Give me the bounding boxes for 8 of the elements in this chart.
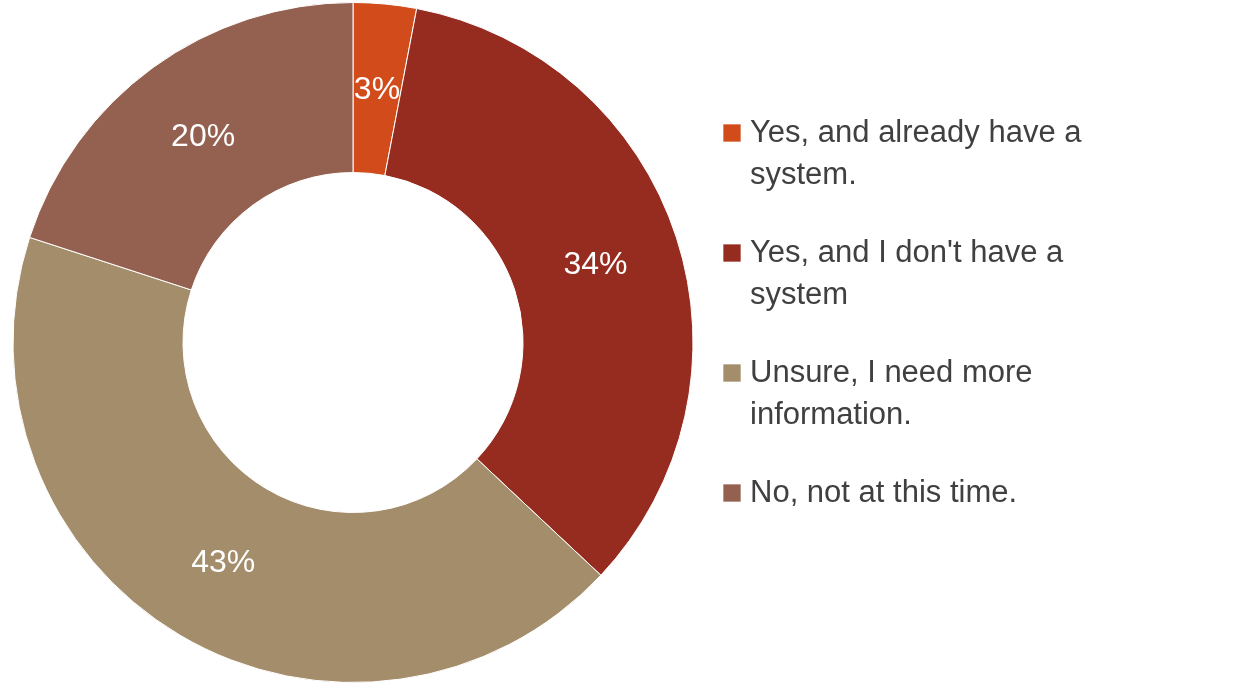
legend-label: No, not at this time. (750, 474, 1018, 509)
legend-label: Yes, and I don't have a system (750, 234, 1065, 311)
data-label: 43% (191, 542, 256, 579)
legend-label: Yes, and already have a system. (750, 114, 1083, 191)
legend-label: Unsure, I need more information. (750, 354, 1033, 431)
data-label: 20% (171, 117, 236, 154)
data-label: 34% (563, 244, 628, 281)
data-label: 3% (353, 69, 401, 106)
